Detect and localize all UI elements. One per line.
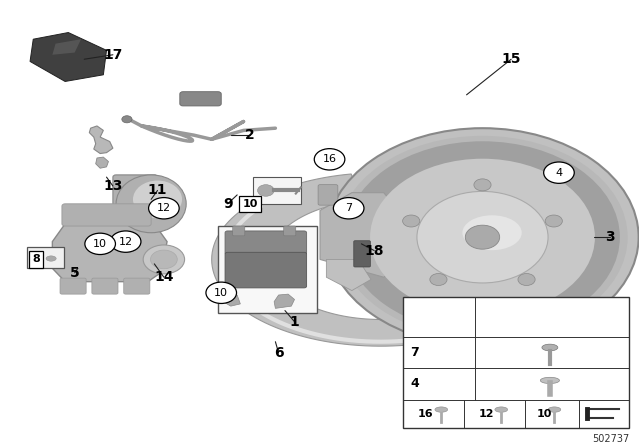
Text: 15: 15 xyxy=(501,52,521,66)
Circle shape xyxy=(333,198,364,219)
Circle shape xyxy=(370,159,595,316)
Ellipse shape xyxy=(143,245,184,274)
Circle shape xyxy=(110,231,141,252)
Text: 5: 5 xyxy=(70,266,79,280)
Text: 502737: 502737 xyxy=(592,434,629,444)
Ellipse shape xyxy=(540,377,559,383)
Circle shape xyxy=(345,141,620,333)
Polygon shape xyxy=(274,294,294,308)
Text: 10: 10 xyxy=(214,288,228,298)
FancyBboxPatch shape xyxy=(124,278,150,294)
FancyBboxPatch shape xyxy=(233,226,245,236)
Text: 10: 10 xyxy=(93,239,107,249)
Polygon shape xyxy=(90,126,113,154)
Circle shape xyxy=(148,198,179,219)
FancyBboxPatch shape xyxy=(318,185,338,205)
Circle shape xyxy=(474,179,491,191)
Text: 7: 7 xyxy=(410,346,419,359)
Circle shape xyxy=(206,282,237,303)
Polygon shape xyxy=(30,33,106,82)
Text: 11: 11 xyxy=(148,184,167,198)
Ellipse shape xyxy=(462,215,522,250)
Text: 18: 18 xyxy=(364,244,384,258)
Polygon shape xyxy=(326,259,371,291)
Circle shape xyxy=(122,116,132,123)
Text: 4: 4 xyxy=(410,378,419,391)
Ellipse shape xyxy=(150,250,177,269)
Circle shape xyxy=(545,215,563,227)
Circle shape xyxy=(326,128,639,346)
Circle shape xyxy=(465,225,500,249)
Circle shape xyxy=(518,274,535,285)
Text: 13: 13 xyxy=(103,179,123,193)
Circle shape xyxy=(430,274,447,285)
Text: 7: 7 xyxy=(345,203,352,213)
Text: 12: 12 xyxy=(118,237,132,247)
Bar xyxy=(27,247,64,268)
Circle shape xyxy=(257,185,274,196)
Text: 1: 1 xyxy=(290,314,300,329)
Ellipse shape xyxy=(548,407,561,412)
FancyBboxPatch shape xyxy=(284,226,296,236)
Text: 17: 17 xyxy=(103,48,123,62)
Polygon shape xyxy=(96,157,108,168)
Ellipse shape xyxy=(116,175,186,233)
Ellipse shape xyxy=(46,256,56,261)
Polygon shape xyxy=(320,193,409,277)
Polygon shape xyxy=(212,174,549,346)
Text: 3: 3 xyxy=(605,230,615,244)
Text: 16: 16 xyxy=(417,409,433,419)
Text: 6: 6 xyxy=(274,346,284,360)
FancyBboxPatch shape xyxy=(113,175,157,231)
Circle shape xyxy=(314,149,345,170)
Text: 16: 16 xyxy=(323,154,337,164)
Text: 10: 10 xyxy=(536,409,552,419)
Polygon shape xyxy=(52,39,81,55)
FancyBboxPatch shape xyxy=(92,278,118,294)
Circle shape xyxy=(85,233,115,254)
Ellipse shape xyxy=(133,181,182,218)
Bar xyxy=(403,297,629,428)
Circle shape xyxy=(403,215,420,227)
Text: 9: 9 xyxy=(223,197,232,211)
Text: 10: 10 xyxy=(242,199,257,209)
Text: 12: 12 xyxy=(479,409,494,419)
Circle shape xyxy=(30,253,43,262)
FancyBboxPatch shape xyxy=(180,92,221,106)
Ellipse shape xyxy=(542,344,558,351)
Circle shape xyxy=(417,191,548,283)
Circle shape xyxy=(543,162,574,183)
Polygon shape xyxy=(223,294,241,306)
Text: 8: 8 xyxy=(33,254,40,264)
Text: 14: 14 xyxy=(154,270,173,284)
Text: 12: 12 xyxy=(157,203,171,213)
FancyBboxPatch shape xyxy=(225,252,307,288)
Ellipse shape xyxy=(495,407,508,412)
Text: 4: 4 xyxy=(556,168,563,178)
FancyBboxPatch shape xyxy=(62,204,151,226)
FancyBboxPatch shape xyxy=(225,231,307,254)
FancyBboxPatch shape xyxy=(60,278,86,294)
Text: 2: 2 xyxy=(245,128,255,142)
Bar xyxy=(253,177,301,204)
Circle shape xyxy=(337,136,628,339)
Polygon shape xyxy=(52,215,167,282)
Bar xyxy=(218,226,317,313)
Ellipse shape xyxy=(435,407,447,412)
FancyBboxPatch shape xyxy=(354,241,371,267)
